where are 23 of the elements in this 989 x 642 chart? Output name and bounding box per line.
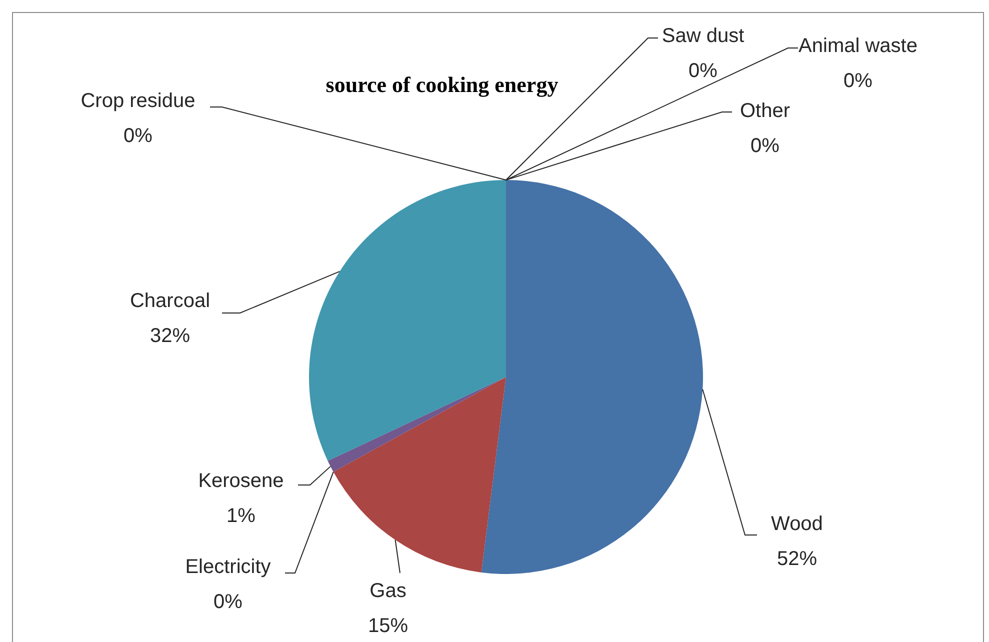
data-label: 52% — [776, 548, 818, 570]
data-label: 15% — [368, 615, 408, 637]
pie-slice — [333, 377, 506, 572]
pie-slice — [328, 377, 506, 472]
data-label: 32% — [150, 325, 190, 347]
category-label: Other — [740, 100, 790, 122]
pie-slice — [481, 180, 703, 574]
text: 0% — [124, 125, 152, 147]
slice-label: Kerosene — [198, 470, 284, 492]
slice-label: Wood — [771, 513, 823, 535]
slice-label: Charcoal — [130, 290, 210, 312]
pie-slice — [309, 180, 506, 461]
slice-label: Gas — [370, 580, 406, 602]
data-label: 1% — [226, 505, 256, 527]
text: 0% — [750, 135, 780, 157]
text: 0% — [214, 591, 242, 613]
text: 0% — [688, 60, 718, 82]
category-label: Animal waste — [798, 35, 918, 57]
chart-title: source of cooking energy — [324, 72, 560, 98]
category-label: Saw dust — [662, 25, 744, 47]
category-label: Electricity — [185, 556, 271, 578]
text: 0% — [844, 70, 872, 92]
category-label: Crop residue — [80, 90, 196, 112]
